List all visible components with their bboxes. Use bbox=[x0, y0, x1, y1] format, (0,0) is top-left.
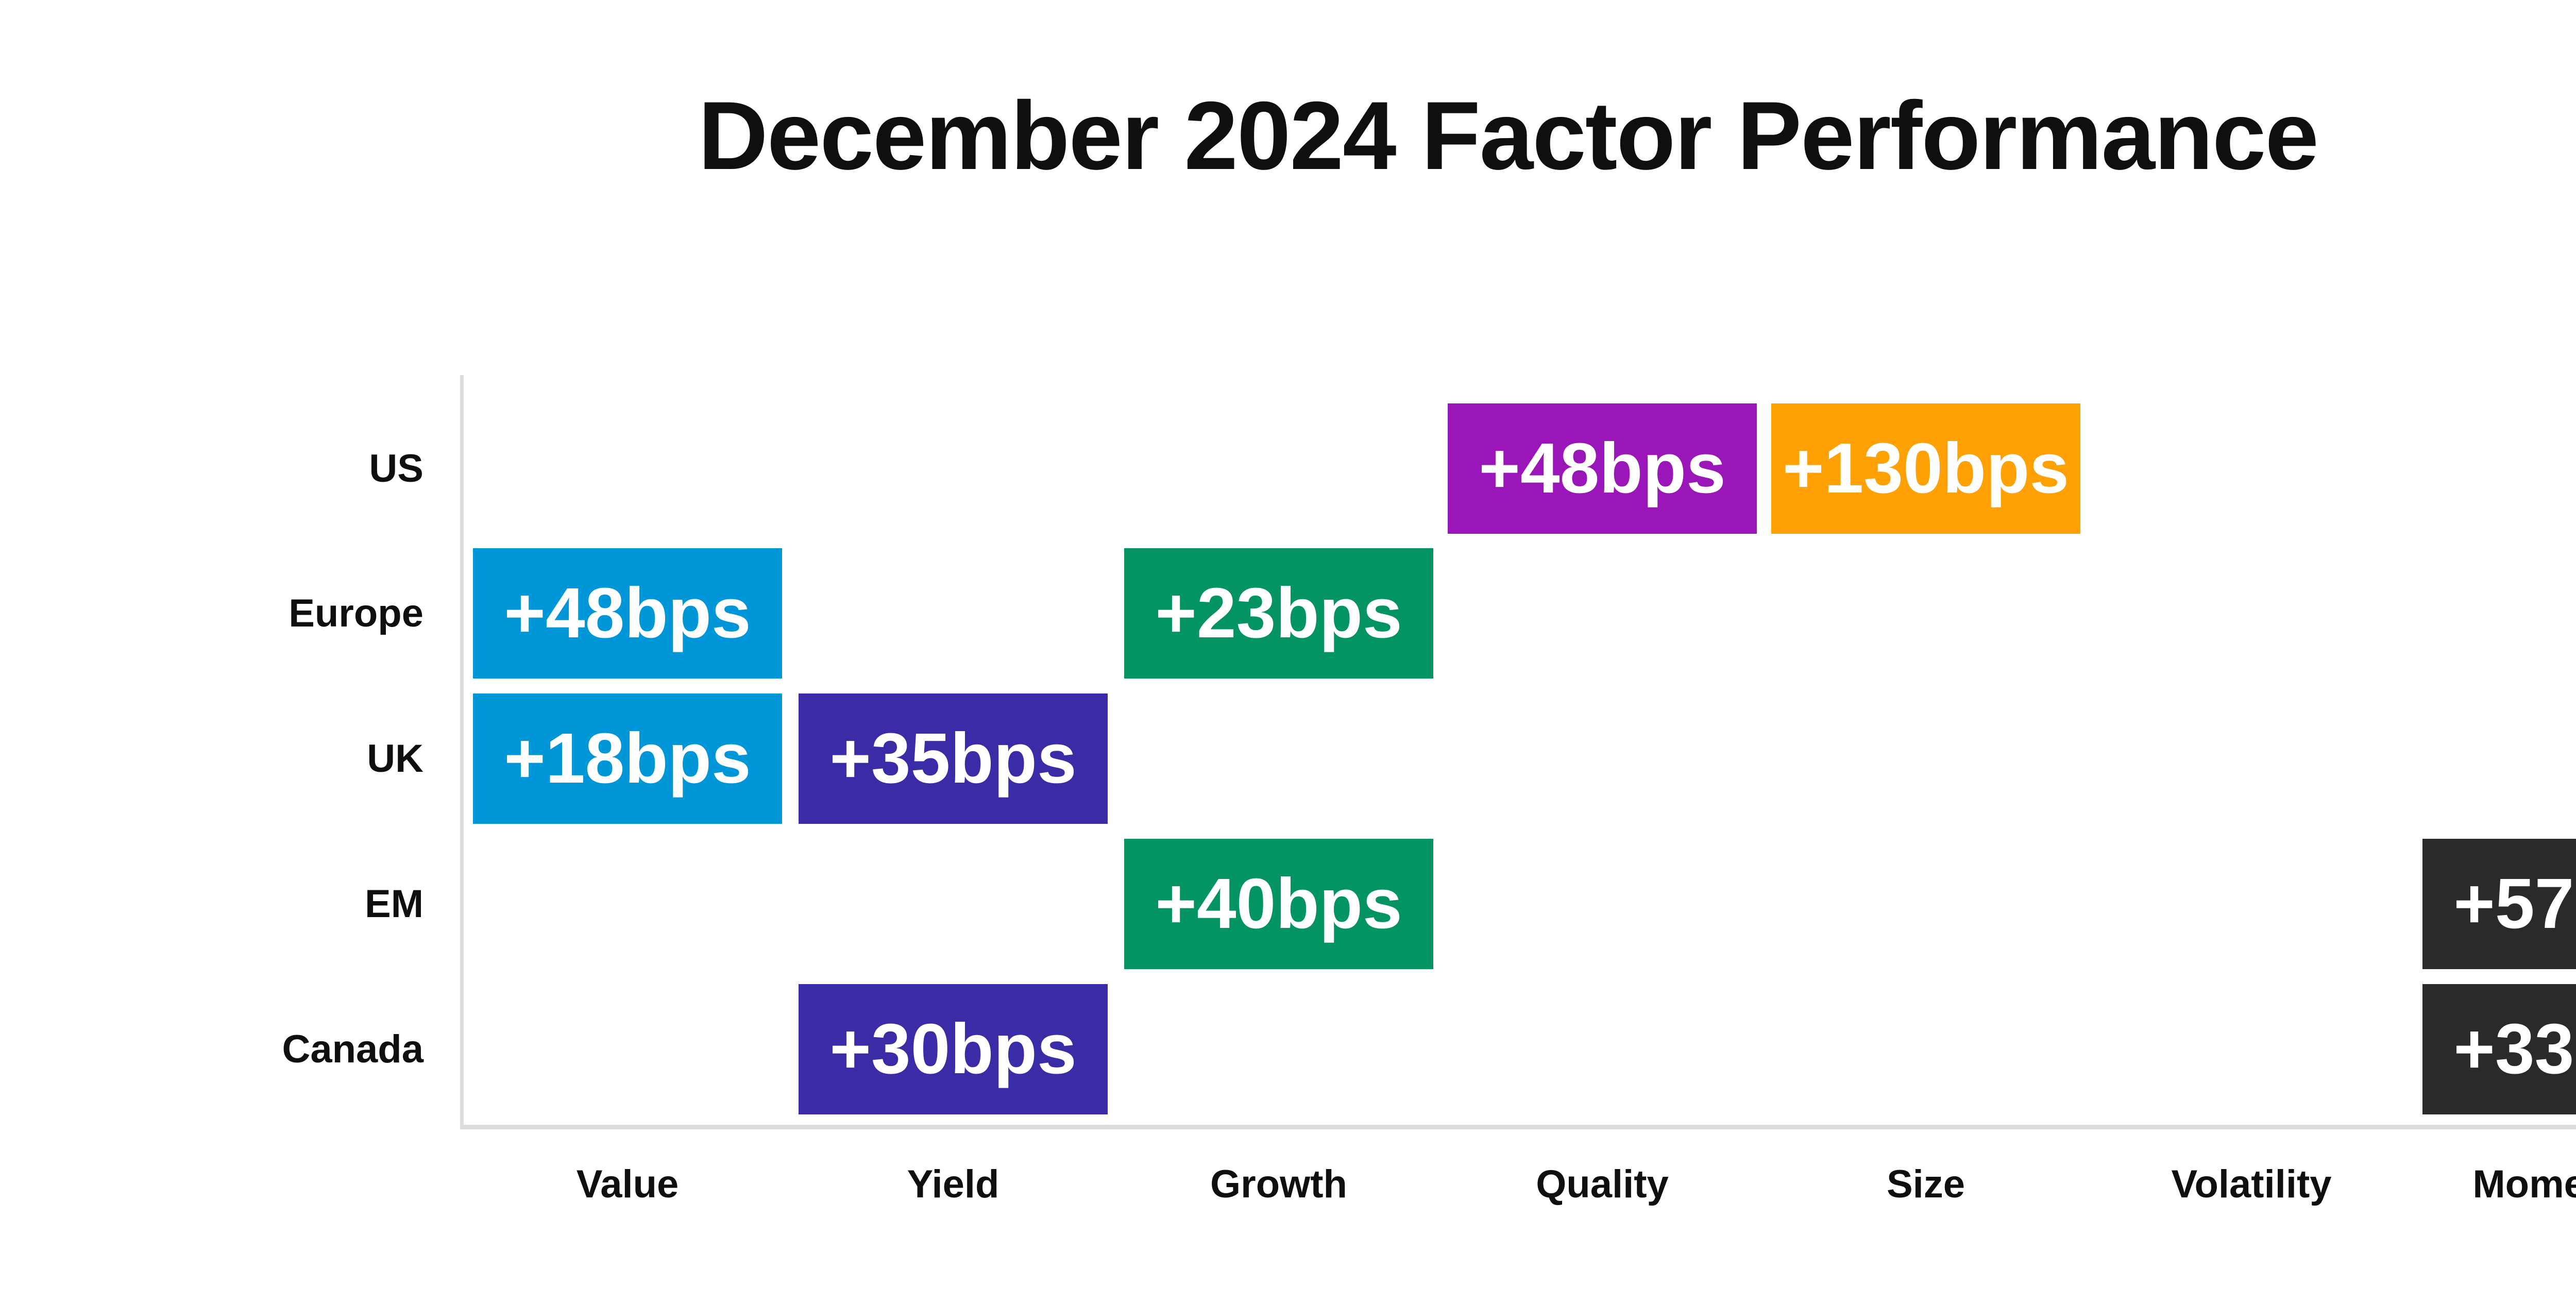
col-label-volatility: Volatility bbox=[2171, 1162, 2332, 1206]
col-label-momentum: Momentum bbox=[2472, 1162, 2576, 1206]
bar-us-size: +130bps bbox=[1771, 403, 2080, 534]
col-label-yield: Yield bbox=[907, 1162, 999, 1206]
col-label-growth: Growth bbox=[1210, 1162, 1347, 1206]
bar-canada-momentum: +33bps bbox=[2422, 984, 2576, 1114]
bar-europe-growth: +23bps bbox=[1124, 548, 1433, 679]
bar-uk-value: +18bps bbox=[473, 693, 782, 824]
y-axis-line bbox=[460, 375, 464, 1125]
row-label-europe: Europe bbox=[289, 591, 423, 635]
bar-em-momentum: +57bps bbox=[2422, 839, 2576, 969]
bar-em-growth: +40bps bbox=[1124, 839, 1433, 969]
bar-canada-yield: +30bps bbox=[799, 984, 1108, 1114]
bar-us-quality: +48bps bbox=[1448, 403, 1757, 534]
row-label-canada: Canada bbox=[282, 1027, 423, 1071]
col-label-quality: Quality bbox=[1536, 1162, 1669, 1206]
row-label-us: US bbox=[369, 447, 423, 490]
x-axis-line bbox=[460, 1125, 2576, 1129]
col-label-value: Value bbox=[576, 1162, 679, 1206]
col-label-size: Size bbox=[1886, 1162, 1965, 1206]
row-label-uk: UK bbox=[367, 737, 423, 781]
bar-europe-value: +48bps bbox=[473, 548, 782, 679]
chart-title: December 2024 Factor Performance bbox=[698, 81, 2319, 190]
bar-uk-yield: +35bps bbox=[799, 693, 1108, 824]
row-label-em: EM bbox=[365, 882, 423, 926]
